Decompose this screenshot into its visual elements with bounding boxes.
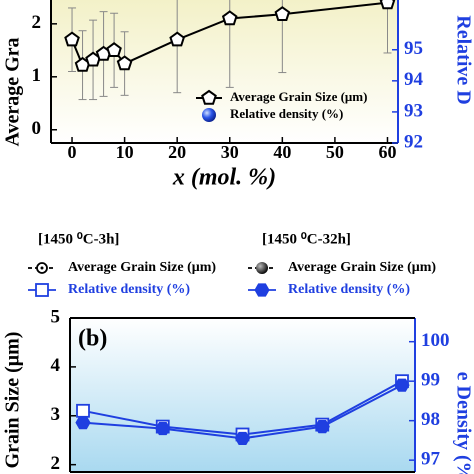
marker: [169, 31, 185, 47]
x-tick-label: 40: [273, 142, 291, 162]
y2-tick-label: 95: [404, 38, 423, 59]
x-axis-label: x (mol. %): [172, 165, 276, 191]
y2-tick-label: 98: [421, 409, 440, 430]
y-tick-label: 2: [32, 12, 42, 33]
y-axis-label: Grain Size (μm): [2, 332, 24, 469]
legend-group-title: [1450 ⁰C-32h]: [262, 231, 351, 247]
marker: [254, 283, 270, 297]
y-tick-label: 1: [32, 65, 42, 86]
y-tick-label: 5: [51, 306, 61, 327]
marker: [256, 262, 268, 274]
marker: [201, 89, 217, 105]
marker: [106, 42, 122, 57]
legend-label: Average Grain Size (μm): [288, 260, 436, 275]
legend-label: Average Grain Size (μm): [68, 260, 216, 275]
marker: [379, 0, 396, 10]
y2-tick-label: 92: [404, 131, 423, 152]
x-tick-label: 20: [168, 142, 186, 162]
marker: [221, 10, 238, 26]
x-tick-label: 0: [68, 142, 77, 162]
legend-group-title: [1450 ⁰C-3h]: [38, 231, 119, 247]
y2-axis-label: Relative D: [452, 15, 474, 104]
marker: [35, 283, 49, 297]
marker: [116, 55, 133, 71]
x-tick-label: 50: [326, 142, 344, 162]
y-axis-label: Average Gra: [2, 37, 24, 146]
marker: [314, 420, 330, 434]
x-tick-label: 60: [378, 142, 396, 162]
y-tick-label: 0: [32, 118, 42, 139]
y-tick-label: 2: [51, 453, 61, 474]
y2-tick-label: 97: [421, 449, 441, 470]
legend-label: Average Grain Size (μm): [230, 89, 367, 104]
marker: [202, 108, 216, 122]
marker: [394, 378, 410, 392]
marker: [76, 403, 90, 418]
y2-tick-label: 93: [404, 100, 423, 121]
legend-label: Relative density (%): [68, 282, 190, 297]
y-tick-label: 4: [51, 355, 61, 376]
marker: [64, 31, 80, 47]
marker: [274, 6, 291, 21]
marker: [155, 422, 171, 436]
panel-label: (b): [78, 326, 107, 352]
marker-dot: [40, 266, 44, 270]
y2-axis-label: e Density (%): [452, 372, 474, 474]
y-tick-label: 3: [51, 404, 61, 425]
y2-tick-label: 94: [404, 69, 424, 90]
y2-tick-label: 99: [421, 370, 440, 391]
marker: [234, 431, 251, 445]
legend-label: Relative density (%): [230, 106, 343, 121]
x-tick-label: 10: [116, 142, 134, 162]
x-tick-label: 30: [221, 142, 239, 162]
plot-area: [70, 318, 415, 472]
legend-label: Relative density (%): [288, 282, 410, 297]
y2-tick-label: 100: [421, 330, 450, 351]
marker: [75, 416, 91, 430]
